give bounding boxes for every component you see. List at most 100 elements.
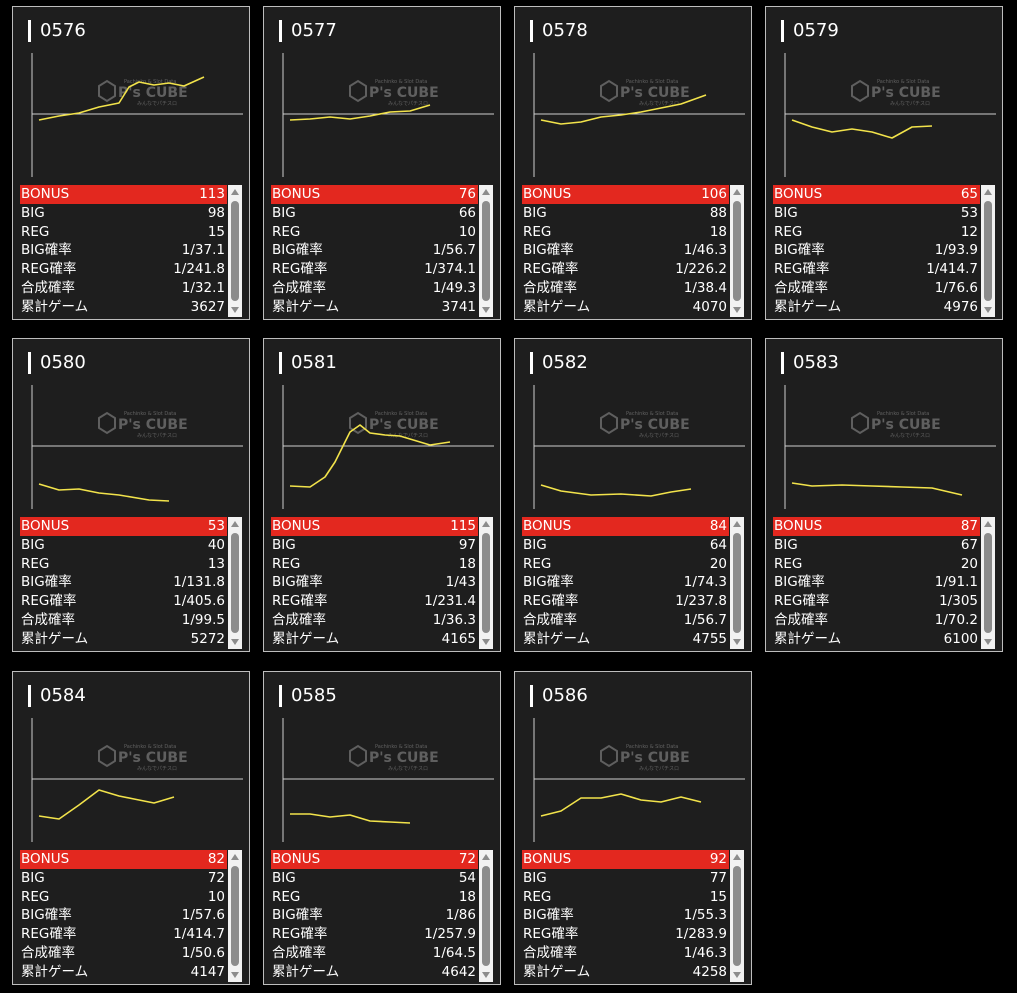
scroll-thumb[interactable] <box>984 201 992 301</box>
reg-rate-row: REG確率 1/414.7 <box>773 260 980 279</box>
stats-scrollbar[interactable] <box>730 517 744 649</box>
stats-table: BONUS 76 BIG 66 REG 10 BIG確率 1/56.7 REG確率 1/3… <box>271 185 478 317</box>
bonus-label: BONUS <box>523 851 572 867</box>
machine-number: 0580 <box>28 352 86 374</box>
scroll-thumb[interactable] <box>231 866 239 966</box>
games-row: 累計ゲーム 6100 <box>773 630 980 649</box>
scroll-up-icon[interactable] <box>733 189 741 195</box>
watermark-brand-text: P's CUBE <box>369 85 439 101</box>
slump-graph: P's CUBE Pachinko & Slot Data みんなでパチスロ <box>521 45 745 177</box>
scroll-up-icon[interactable] <box>231 854 239 860</box>
big-value: 97 <box>458 536 476 553</box>
scroll-down-icon[interactable] <box>733 972 741 978</box>
total-rate-value: 1/76.6 <box>934 279 978 296</box>
machine-card-0583[interactable]: 0583 P's CUBE Pachinko & Slot Data みんなでパチス… <box>765 338 1003 652</box>
stats-scrollbar[interactable] <box>228 517 242 649</box>
svg-text:Pachinko & Slot Data: Pachinko & Slot Data <box>124 79 176 85</box>
bonus-label: BONUS <box>21 518 70 534</box>
machine-card-0584[interactable]: 0584 P's CUBE Pachinko & Slot Data みんなでパチス… <box>12 671 250 985</box>
stats-scrollbar[interactable] <box>479 517 493 649</box>
reg-rate-value: 1/305 <box>939 593 978 610</box>
scroll-thumb[interactable] <box>482 866 490 966</box>
scroll-up-icon[interactable] <box>733 521 741 527</box>
machine-card-0582[interactable]: 0582 P's CUBE Pachinko & Slot Data みんなでパチス… <box>514 338 752 652</box>
scroll-thumb[interactable] <box>231 533 239 633</box>
scroll-up-icon[interactable] <box>984 189 992 195</box>
scroll-up-icon[interactable] <box>231 521 239 527</box>
scroll-down-icon[interactable] <box>231 639 239 645</box>
big-label: BIG <box>523 204 547 221</box>
big-rate-value: 1/37.1 <box>181 242 225 259</box>
machine-card-0586[interactable]: 0586 P's CUBE Pachinko & Slot Data みんなでパチス… <box>514 671 752 985</box>
scroll-down-icon[interactable] <box>733 307 741 313</box>
svg-text:みんなでパチスロ: みんなでパチスロ <box>639 432 679 439</box>
big-rate-label: BIG確率 <box>21 907 72 924</box>
scroll-thumb[interactable] <box>733 201 741 301</box>
big-value: 98 <box>207 204 225 221</box>
scroll-thumb[interactable] <box>482 201 490 301</box>
slump-line <box>791 119 933 139</box>
total-rate-label: 合成確率 <box>272 279 326 296</box>
scroll-thumb[interactable] <box>482 533 490 633</box>
svg-text:Pachinko & Slot Data: Pachinko & Slot Data <box>877 79 929 85</box>
reg-label: REG <box>272 888 301 905</box>
scroll-up-icon[interactable] <box>482 189 490 195</box>
machine-number: 0583 <box>781 352 839 374</box>
total-rate-row: 合成確率 1/49.3 <box>271 279 478 298</box>
reg-rate-label: REG確率 <box>272 926 328 943</box>
reg-rate-value: 1/405.6 <box>173 593 225 610</box>
scroll-up-icon[interactable] <box>482 521 490 527</box>
svg-text:みんなでパチスロ: みんなでパチスロ <box>137 765 177 772</box>
reg-rate-label: REG確率 <box>21 593 77 610</box>
scroll-up-icon[interactable] <box>482 854 490 860</box>
games-row: 累計ゲーム 5272 <box>20 630 227 649</box>
scroll-up-icon[interactable] <box>984 521 992 527</box>
scroll-thumb[interactable] <box>733 533 741 633</box>
stats-scrollbar[interactable] <box>479 850 493 982</box>
games-label: 累計ゲーム <box>272 298 340 315</box>
machine-card-0578[interactable]: 0578 P's CUBE Pachinko & Slot Data みんなでパチス… <box>514 6 752 320</box>
reg-rate-value: 1/226.2 <box>675 261 727 278</box>
scroll-down-icon[interactable] <box>733 639 741 645</box>
scroll-up-icon[interactable] <box>231 189 239 195</box>
machine-card-0576[interactable]: 0576 P's CUBE Pachinko & Slot Data みんなでパチス… <box>12 6 250 320</box>
scroll-down-icon[interactable] <box>231 307 239 313</box>
scroll-down-icon[interactable] <box>231 972 239 978</box>
scroll-down-icon[interactable] <box>984 307 992 313</box>
machine-card-0577[interactable]: 0577 P's CUBE Pachinko & Slot Data みんなでパチス… <box>263 6 501 320</box>
big-row: BIG 88 <box>522 204 729 223</box>
machine-card-0580[interactable]: 0580 P's CUBE Pachinko & Slot Data みんなでパチス… <box>12 338 250 652</box>
bonus-row: BONUS 92 <box>522 850 729 869</box>
stats-scrollbar[interactable] <box>981 185 995 317</box>
stats-scrollbar[interactable] <box>228 185 242 317</box>
scroll-up-icon[interactable] <box>733 854 741 860</box>
machine-card-0579[interactable]: 0579 P's CUBE Pachinko & Slot Data みんなでパチス… <box>765 6 1003 320</box>
scroll-down-icon[interactable] <box>984 639 992 645</box>
big-rate-row: BIG確率 1/56.7 <box>271 241 478 260</box>
stats-scrollbar[interactable] <box>730 850 744 982</box>
scroll-down-icon[interactable] <box>482 639 490 645</box>
scroll-thumb[interactable] <box>231 201 239 301</box>
stats-scrollbar[interactable] <box>228 850 242 982</box>
reg-value: 20 <box>709 555 727 572</box>
big-rate-row: BIG確率 1/55.3 <box>522 906 729 925</box>
reg-row: REG 20 <box>773 555 980 574</box>
scroll-thumb[interactable] <box>733 866 741 966</box>
scroll-thumb[interactable] <box>984 533 992 633</box>
big-row: BIG 40 <box>20 536 227 555</box>
machine-card-0585[interactable]: 0585 P's CUBE Pachinko & Slot Data みんなでパチス… <box>263 671 501 985</box>
total-rate-label: 合成確率 <box>272 944 326 961</box>
scroll-down-icon[interactable] <box>482 307 490 313</box>
stats-scrollbar[interactable] <box>730 185 744 317</box>
stats-scrollbar[interactable] <box>479 185 493 317</box>
total-rate-value: 1/38.4 <box>683 279 727 296</box>
bonus-row: BONUS 82 <box>20 850 227 869</box>
stats-scrollbar[interactable] <box>981 517 995 649</box>
games-row: 累計ゲーム 4165 <box>271 630 478 649</box>
slump-graph: P's CUBE Pachinko & Slot Data みんなでパチスロ <box>19 710 243 842</box>
games-label: 累計ゲーム <box>272 630 340 647</box>
machine-card-0581[interactable]: 0581 P's CUBE Pachinko & Slot Data みんなでパチス… <box>263 338 501 652</box>
scroll-down-icon[interactable] <box>482 972 490 978</box>
